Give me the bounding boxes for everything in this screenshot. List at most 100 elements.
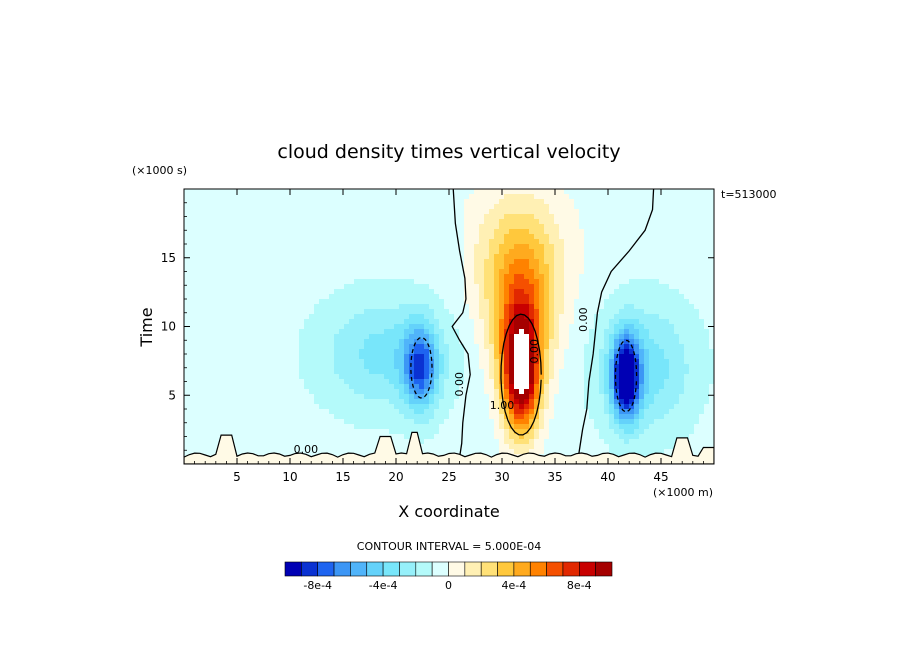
contour-cell <box>249 344 255 350</box>
contour-cell <box>524 254 530 260</box>
contour-cell <box>694 299 700 305</box>
contour-cell <box>549 204 555 210</box>
contour-cell <box>339 384 345 390</box>
contour-cell <box>209 289 215 295</box>
contour-cell <box>659 294 665 300</box>
contour-cell <box>534 239 540 245</box>
contour-cell <box>314 384 320 390</box>
contour-cell <box>494 214 500 220</box>
contour-cell <box>709 309 714 315</box>
contour-cell <box>419 244 425 250</box>
contour-cell <box>654 339 660 345</box>
contour-cell <box>634 389 640 395</box>
contour-cell <box>694 319 700 325</box>
contour-cell <box>564 314 570 320</box>
contour-cell <box>644 414 650 420</box>
contour-cell <box>599 259 605 265</box>
contour-cell <box>354 404 360 410</box>
contour-cell <box>554 379 560 385</box>
contour-cell <box>519 374 525 380</box>
contour-cell <box>209 249 215 255</box>
contour-cell <box>689 359 695 365</box>
contour-cell <box>264 344 270 350</box>
contour-cell <box>409 344 415 350</box>
contour-cell <box>444 249 450 255</box>
contour-cell <box>604 324 610 330</box>
contour-cell <box>544 229 550 235</box>
contour-cell <box>299 274 305 280</box>
contour-cell <box>469 334 475 340</box>
contour-cell <box>229 324 235 330</box>
contour-cell <box>384 339 390 345</box>
contour-cell <box>239 389 245 395</box>
contour-cell <box>589 309 595 315</box>
contour-cell <box>509 369 515 375</box>
contour-cell <box>479 409 485 415</box>
contour-cell <box>519 369 525 375</box>
contour-cell <box>349 264 355 270</box>
contour-cell <box>594 279 600 285</box>
contour-cell <box>604 189 610 195</box>
contour-cell <box>209 239 215 245</box>
contour-cell <box>624 214 630 220</box>
contour-cell <box>514 309 520 315</box>
contour-cell <box>629 239 635 245</box>
contour-cell <box>309 319 315 325</box>
contour-cell <box>679 359 685 365</box>
contour-cell <box>469 359 475 365</box>
contour-cell <box>459 314 465 320</box>
contour-cell <box>694 414 700 420</box>
contour-cell <box>194 289 200 295</box>
contour-cell <box>569 339 575 345</box>
contour-cell <box>519 284 525 290</box>
contour-cell <box>254 369 260 375</box>
contour-cell <box>599 274 605 280</box>
contour-cell <box>504 324 510 330</box>
contour-cell <box>544 334 550 340</box>
contour-cell <box>184 359 190 365</box>
contour-cell <box>549 389 555 395</box>
contour-cell <box>424 399 430 405</box>
contour-cell <box>464 419 470 425</box>
contour-cell <box>539 274 545 280</box>
contour-cell <box>534 299 540 305</box>
contour-cell <box>539 229 545 235</box>
contour-cell <box>489 289 495 295</box>
contour-cell <box>514 269 520 275</box>
contour-cell <box>519 244 525 250</box>
contour-cell <box>664 319 670 325</box>
contour-cell <box>369 199 375 205</box>
contour-cell <box>354 199 360 205</box>
contour-cell <box>234 274 240 280</box>
contour-cell <box>544 194 550 200</box>
contour-cell <box>274 354 280 360</box>
contour-cell <box>649 409 655 415</box>
contour-cell <box>624 279 630 285</box>
contour-cell <box>504 199 510 205</box>
contour-cell <box>544 199 550 205</box>
contour-cell <box>464 404 470 410</box>
contour-cell <box>274 314 280 320</box>
contour-cell <box>299 354 305 360</box>
contour-cell <box>274 309 280 315</box>
contour-cell <box>709 384 714 390</box>
contour-cell <box>304 359 310 365</box>
contour-cell <box>659 409 665 415</box>
contour-cell <box>529 234 535 240</box>
contour-cell <box>564 284 570 290</box>
contour-cell <box>204 289 210 295</box>
contour-cell <box>494 249 500 255</box>
contour-cell <box>554 369 560 375</box>
contour-cell <box>564 389 570 395</box>
contour-cell <box>354 339 360 345</box>
contour-cell <box>324 399 330 405</box>
contour-cell <box>389 249 395 255</box>
contour-cell <box>544 404 550 410</box>
contour-cell <box>329 264 335 270</box>
contour-cell <box>449 264 455 270</box>
contour-cell <box>579 289 585 295</box>
contour-cell <box>574 374 580 380</box>
contour-cell <box>464 364 470 370</box>
contour-cell <box>679 389 685 395</box>
contour-cell <box>609 399 615 405</box>
